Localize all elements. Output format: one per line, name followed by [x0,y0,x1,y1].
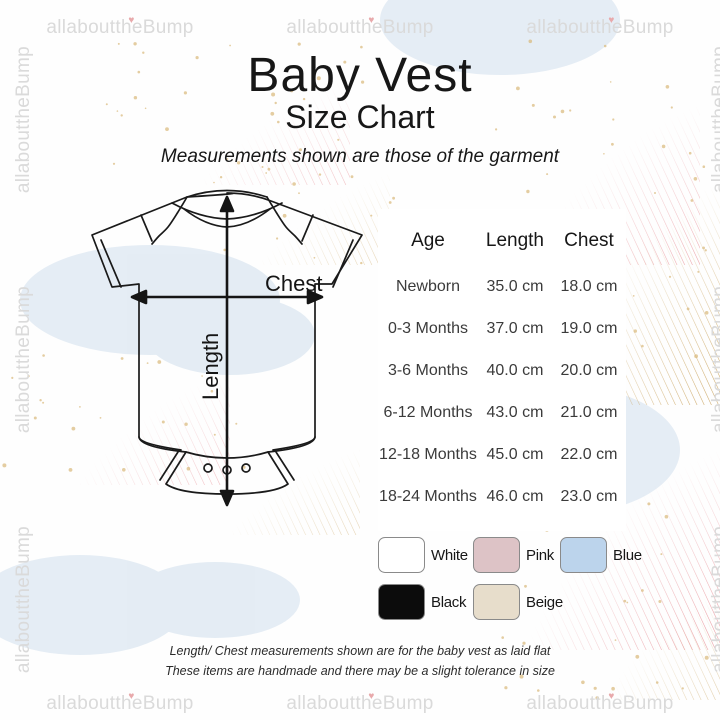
svg-text:Chest: Chest [265,271,322,296]
svg-text:Length: Length [198,333,223,400]
